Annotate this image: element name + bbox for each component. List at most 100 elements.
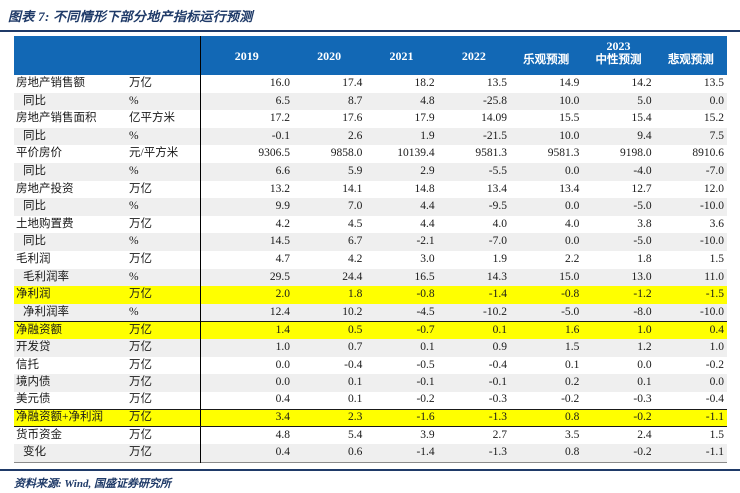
cell-value: 13.4 <box>486 182 507 195</box>
row-unit: 元/平方米 <box>128 145 201 163</box>
cell-value: 17.2 <box>269 112 290 125</box>
cell-value: 17.4 <box>342 77 363 90</box>
cell-value: 15.0 <box>509 268 583 287</box>
row-unit: % <box>128 198 201 216</box>
cell-value: 29.5 <box>200 268 293 287</box>
table-row: 货币资金 万亿 4.8 5.4 3.9 2.7 3.5 2.4 1.5 <box>14 426 727 445</box>
cell-value: 0.7 <box>293 338 366 357</box>
row-unit: 万亿 <box>128 215 201 234</box>
cell-value: -0.2 <box>561 393 580 406</box>
row-unit: 万亿 <box>128 180 201 199</box>
row-unit: 万亿 <box>128 356 201 375</box>
cell-value: 4.5 <box>347 217 363 230</box>
cell-value: -7.0 <box>437 233 510 251</box>
cell-value: 0.2 <box>509 374 583 392</box>
table-row: 毛利润率% 29.5 24.4 16.5 14.3 15.0 13.0 11.0 <box>14 268 727 287</box>
cell-value: 10.2 <box>293 303 366 322</box>
table-row: 净利润率% 12.4 10.2 -4.5 -10.2 -5.0 -8.0 -10.0 <box>14 303 727 322</box>
table-row: 净融资额+净利润 万亿 3.4 2.3 -1.6 -1.3 0.8 -0.2 -1.1 <box>14 408 727 428</box>
cell-value: -1.5 <box>654 286 727 304</box>
cell-value: 9198.0 <box>620 147 652 160</box>
cell-value: 0.0 <box>637 358 652 371</box>
cell-value: 9858.0 <box>330 147 363 160</box>
cell-value: 5.9 <box>293 162 366 181</box>
row-label: 净融资额 <box>14 320 128 339</box>
cell-value: 8910.6 <box>692 147 724 160</box>
cell-value: -1.4 <box>365 444 438 463</box>
cell-value: -1.2 <box>582 286 655 304</box>
cell-value: 13.5 <box>703 77 724 90</box>
table-row: 土地购置费 万亿 4.2 4.5 4.4 4.0 4.0 3.8 3.6 <box>14 215 727 234</box>
cell-value: 4.0 <box>564 217 580 230</box>
row-unit: 万亿 <box>128 374 201 392</box>
cell-value: 0.1 <box>582 374 655 392</box>
row-label: 毛利润 <box>16 252 51 265</box>
cell-value: 0.6 <box>293 444 366 463</box>
cell-value: -0.7 <box>365 320 438 339</box>
cell-value: 1.5 <box>509 338 583 357</box>
cell-value: 13.2 <box>269 182 290 195</box>
cell-value: 4.2 <box>347 252 363 265</box>
cell-value: 14.5 <box>200 233 293 251</box>
row-label: 信托 <box>16 358 39 371</box>
cell-value: 0.0 <box>654 374 727 392</box>
cell-value: 14.2 <box>631 77 652 90</box>
header-row-top: 2019 2020 2021 2022 2023 <box>14 36 727 75</box>
cell-value: -10.0 <box>654 198 727 216</box>
cell-value: 0.0 <box>509 233 583 251</box>
cell-value: 0.4 <box>654 320 727 339</box>
table-row: 房地产投资 万亿 13.2 14.1 14.8 13.4 13.4 12.7 12.0 <box>14 180 727 199</box>
cell-value: 16.5 <box>365 268 438 287</box>
row-label: 土地购置费 <box>16 217 74 230</box>
cell-value: 6.5 <box>200 92 293 111</box>
row-unit: % <box>128 162 201 181</box>
cell-value: 16.0 <box>269 77 290 90</box>
cell-value: 2.2 <box>564 252 580 265</box>
row-label: 同比 <box>14 233 128 251</box>
cell-value: 2.6 <box>293 127 366 146</box>
cell-value: 9306.5 <box>258 147 290 160</box>
cell-value: 1.9 <box>492 252 507 265</box>
cell-value: 0.8 <box>509 408 583 428</box>
table-row: 毛利润 万亿 4.7 4.2 3.0 1.9 2.2 1.8 1.5 <box>14 250 727 269</box>
cell-value: 1.0 <box>582 320 655 339</box>
row-label: 变化 <box>14 444 128 463</box>
cell-value: 2.4 <box>637 429 652 442</box>
row-unit: % <box>128 92 201 111</box>
source-note: 资料来源: Wind, 国盛证券研究所 <box>14 477 171 490</box>
row-label: 房地产销售额 <box>16 77 85 90</box>
table-row: 同比% 14.5 6.7 -2.1 -7.0 0.0 -5.0 -10.0 <box>14 233 727 251</box>
col-header-neutral: 中性预测 <box>582 53 655 75</box>
cell-value: 4.8 <box>365 92 438 111</box>
cell-value: 0.1 <box>293 374 366 392</box>
cell-value: 0.0 <box>275 358 290 371</box>
cell-value: -25.8 <box>437 92 510 111</box>
table-row: 净融资额 万亿 1.4 0.5 -0.7 0.1 1.6 1.0 0.4 <box>14 320 727 339</box>
row-label: 同比 <box>14 162 128 181</box>
cell-value: 10139.4 <box>397 147 435 160</box>
row-label: 同比 <box>14 198 128 216</box>
cell-value: 2.3 <box>293 408 366 428</box>
col-header-2019: 2019 <box>200 36 293 75</box>
cell-value: 9581.3 <box>475 147 507 160</box>
col-header-pessimistic: 悲观预测 <box>654 53 727 75</box>
forecast-table: 2019 2020 2021 2022 2023 乐观预测 中性预测 悲观预测 … <box>14 36 727 463</box>
table-row: 变化 万亿 0.4 0.6 -1.4 -1.3 0.8 -0.2 -1.1 <box>14 444 727 463</box>
row-unit: 万亿 <box>128 250 201 269</box>
cell-value: 1.5 <box>709 429 724 442</box>
col-header-optimistic: 乐观预测 <box>509 53 583 75</box>
cell-value: 7.5 <box>654 127 727 146</box>
table-row: 同比% 9.9 7.0 4.4 -9.5 0.0 -5.0 -10.0 <box>14 198 727 216</box>
table-row: 开发贷 万亿 1.0 0.7 0.1 0.9 1.5 1.2 1.0 <box>14 338 727 357</box>
cell-value: -4.5 <box>365 303 438 322</box>
cell-value: 15.4 <box>631 112 652 125</box>
cell-value: 4.8 <box>275 429 290 442</box>
header-blank-cell <box>14 36 201 75</box>
cell-value: -0.4 <box>488 358 507 371</box>
cell-value: -4.0 <box>582 162 655 181</box>
cell-value: -0.1 <box>200 127 293 146</box>
cell-value: -5.0 <box>582 233 655 251</box>
cell-value: 10.0 <box>509 92 583 111</box>
cell-value: 17.6 <box>342 112 363 125</box>
table-row: 房地产销售额 万亿 16.0 17.4 18.2 13.5 14.9 14.2 13.5 <box>14 75 727 93</box>
